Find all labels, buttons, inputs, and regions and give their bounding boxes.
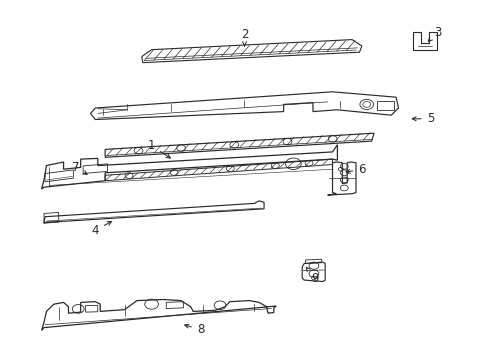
Text: 7: 7	[72, 161, 87, 174]
Text: 4: 4	[91, 221, 111, 237]
Text: 1: 1	[147, 139, 170, 158]
Text: 2: 2	[240, 28, 248, 46]
Text: 8: 8	[184, 323, 204, 336]
Text: 6: 6	[346, 163, 365, 176]
Text: 3: 3	[427, 26, 441, 41]
Text: 9: 9	[305, 267, 319, 285]
Text: 5: 5	[411, 112, 433, 125]
